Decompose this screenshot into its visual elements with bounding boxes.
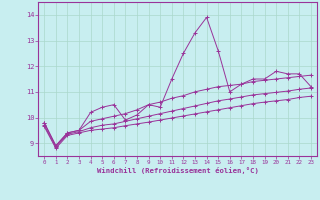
X-axis label: Windchill (Refroidissement éolien,°C): Windchill (Refroidissement éolien,°C): [97, 167, 259, 174]
